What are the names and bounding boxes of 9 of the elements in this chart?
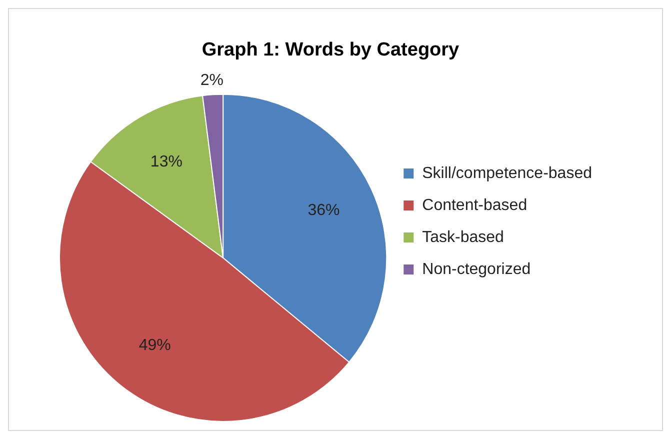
data-label: 49% <box>138 337 171 354</box>
legend-label: Content-based <box>422 196 528 214</box>
chart-title: Graph 1: Words by Category <box>202 40 460 61</box>
legend-label: Skill/competence-based <box>422 164 592 182</box>
legend-label: Non-ctegorized <box>422 260 531 278</box>
data-label: 13% <box>150 154 182 171</box>
data-label: 2% <box>200 72 224 90</box>
legend-label: Task-based <box>422 228 504 246</box>
data-label: 36% <box>308 202 340 219</box>
